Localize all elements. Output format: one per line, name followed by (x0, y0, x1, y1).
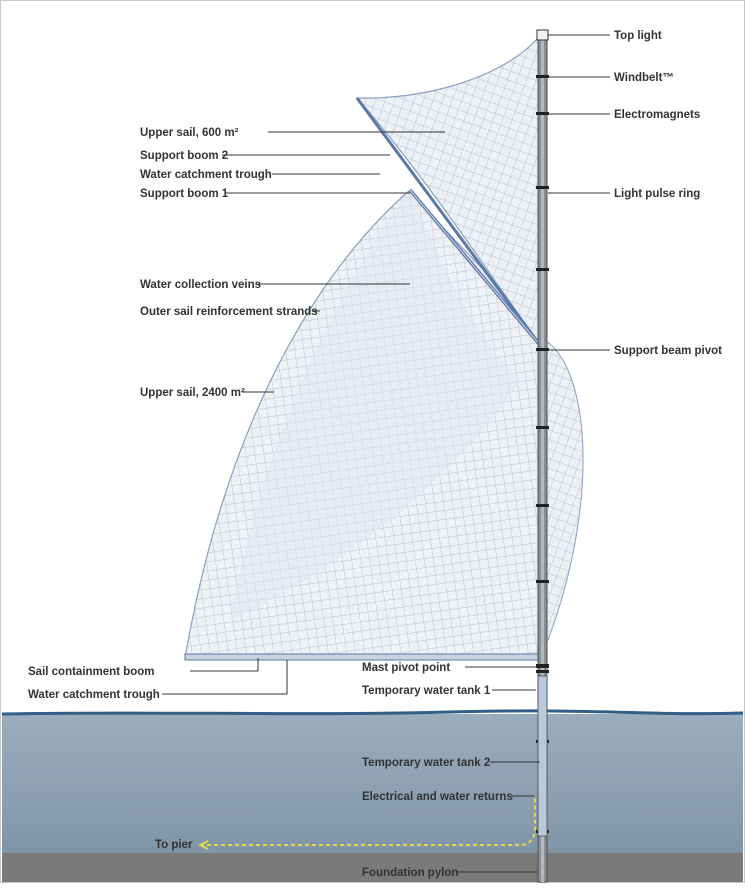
label-electrical-water-returns: Electrical and water returns (362, 791, 513, 803)
label-mast-pivot-point: Mast pivot point (362, 662, 450, 674)
water-surface (1, 709, 744, 716)
return-cable (200, 795, 536, 846)
label-upper-sail-600: Upper sail, 600 m² (140, 127, 239, 139)
label-support-beam-pivot: Support beam pivot (614, 345, 722, 357)
water-tank-column (537, 675, 548, 837)
label-support-boom-2: Support boom 2 (140, 150, 228, 162)
label-water-collection-veins: Water collection veins (140, 279, 261, 291)
label-foundation-pylon: Foundation pylon (362, 867, 458, 879)
label-water-catchment-trough-lower: Water catchment trough (28, 689, 160, 701)
label-to-pier: To pier (155, 839, 193, 851)
water-body (2, 714, 743, 854)
leader-lines-left (162, 131, 445, 695)
leader-lines-mast (456, 666, 540, 873)
label-sail-containment-boom: Sail containment boom (28, 666, 155, 678)
top-light-icon (536, 29, 549, 41)
label-temp-water-tank-2: Temporary water tank 2 (362, 757, 490, 769)
label-water-catchment-trough-upper: Water catchment trough (140, 169, 272, 181)
label-temp-water-tank-1: Temporary water tank 1 (362, 685, 491, 697)
support-boom-2 (355, 97, 542, 346)
label-light-pulse-ring: Light pulse ring (614, 188, 700, 200)
label-upper-sail-2400: Upper sail, 2400 m² (140, 387, 245, 399)
mast-highlight (541, 32, 544, 882)
sail-containment-boom (184, 653, 548, 661)
lower-sail (184, 189, 546, 659)
to-pier-arrow-icon (197, 840, 209, 850)
label-outer-sail-reinforcement: Outer sail reinforcement strands (140, 306, 318, 318)
support-boom-1-highlight (409, 189, 541, 346)
seabed (2, 853, 743, 882)
sail-belly (544, 339, 584, 641)
label-windbelt: Windbelt™ (614, 72, 674, 84)
leader-lines-right (548, 34, 610, 351)
lower-sail-shading (230, 190, 520, 620)
label-electromagnets: Electromagnets (614, 109, 700, 121)
label-top-light: Top light (614, 30, 662, 42)
label-support-boom-1: Support boom 1 (140, 188, 229, 200)
